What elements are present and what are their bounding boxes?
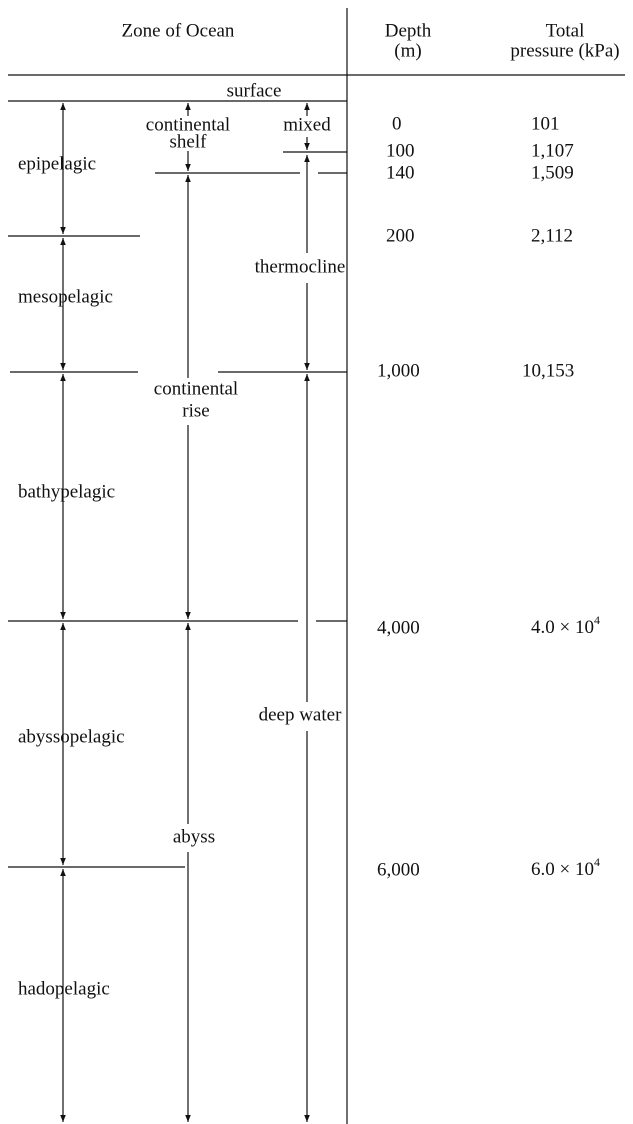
- pressure-base: 4.0 × 10: [531, 617, 594, 638]
- depth-value: 1,000: [377, 360, 420, 381]
- zone-label: mesopelagic: [18, 286, 113, 307]
- layer-label: surface: [227, 80, 282, 101]
- depth-value: 140: [386, 162, 415, 183]
- depth-value: 6,000: [377, 859, 420, 880]
- shelf-label: continental: [154, 378, 238, 399]
- pressure-value: 1,509: [531, 162, 574, 183]
- pressure-exponent: 4: [594, 613, 600, 627]
- pressure-value: 10,153: [522, 360, 574, 381]
- pressure-value: 1,107: [531, 140, 574, 161]
- depth-value: 100: [386, 140, 415, 161]
- header-pressure-unit: pressure (kPa): [510, 40, 619, 61]
- depth-value: 4,000: [377, 617, 420, 638]
- layer-label: mixed: [283, 114, 331, 135]
- header-depth-unit: (m): [394, 40, 421, 61]
- pressure-value: 6.0 × 104: [531, 855, 600, 881]
- zone-label: epipelagic: [18, 153, 96, 174]
- depth-value: 0: [392, 113, 402, 134]
- header-zone: Zone of Ocean: [122, 20, 235, 41]
- shelf-label: rise: [182, 400, 209, 421]
- depth-value: 200: [386, 225, 415, 246]
- zone-label: hadopelagic: [18, 978, 110, 999]
- pressure-value: 101: [531, 113, 560, 134]
- pressure-base: 6.0 × 10: [531, 859, 594, 880]
- layer-label: thermocline: [255, 256, 346, 277]
- pressure-value: 4.0 × 104: [531, 613, 600, 639]
- layer-label: deep water: [259, 704, 342, 725]
- header-depth: Depth: [385, 20, 432, 41]
- pressure-value: 2,112: [531, 225, 573, 246]
- pressure-exponent: 4: [594, 855, 600, 869]
- zone-label: abyssopelagic: [18, 726, 125, 747]
- label-backdrop: [218, 84, 290, 100]
- shelf-label: shelf: [170, 131, 208, 152]
- header-pressure: Total: [546, 20, 585, 41]
- shelf-label: abyss: [173, 826, 215, 847]
- shelf-label: continental: [146, 114, 230, 135]
- zone-label: bathypelagic: [18, 481, 115, 502]
